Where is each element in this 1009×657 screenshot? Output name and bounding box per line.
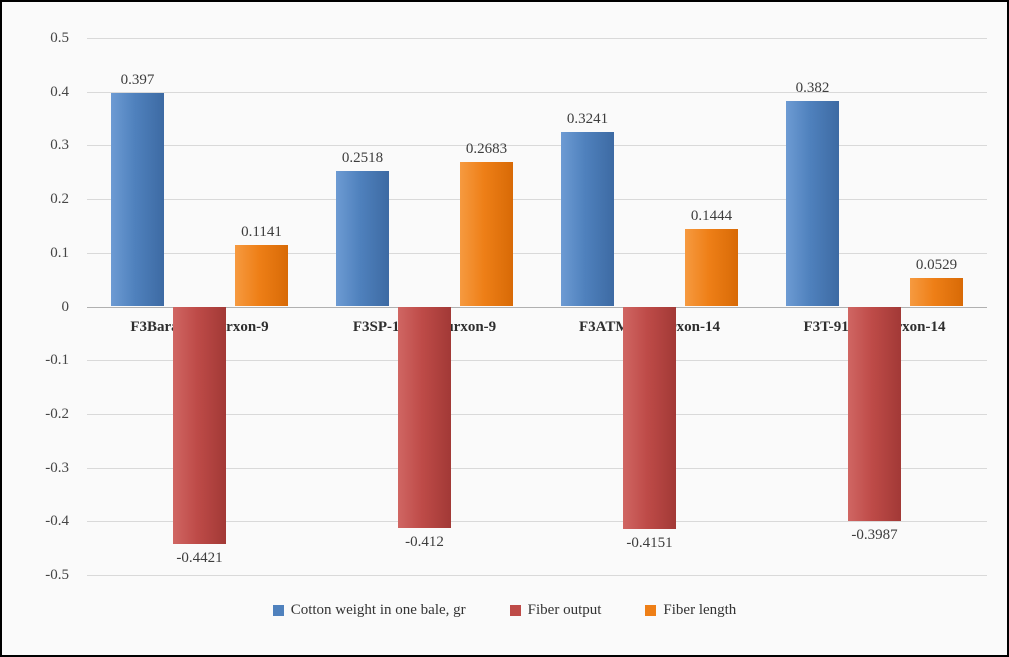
bar-series0-cat2 bbox=[561, 132, 614, 307]
y-tick-label: 0.3 bbox=[50, 137, 69, 154]
legend-item-fiber-output: Fiber output bbox=[509, 602, 602, 619]
y-tick-label: -0.4 bbox=[45, 513, 69, 530]
legend-swatch-cotton-weight bbox=[272, 605, 284, 616]
y-tick-label: -0.2 bbox=[45, 405, 69, 422]
bar-series2-cat1 bbox=[460, 162, 513, 307]
legend-swatch-fiber-output bbox=[509, 605, 521, 616]
gridline bbox=[87, 252, 987, 254]
legend-label-fiber-output: Fiber output bbox=[527, 602, 602, 618]
bar-series0-cat1 bbox=[336, 171, 389, 307]
bar-series1-cat2 bbox=[623, 306, 676, 530]
bar-series2-cat3 bbox=[910, 278, 963, 307]
y-tick-label: -0.5 bbox=[45, 567, 69, 583]
bar-series1-cat0 bbox=[173, 306, 226, 544]
gridline bbox=[87, 467, 987, 469]
gridline bbox=[87, 360, 987, 362]
bar-series2-cat2 bbox=[685, 228, 738, 307]
y-tick-label: 0.5 bbox=[50, 30, 69, 46]
gridline bbox=[87, 413, 987, 415]
bar-series1-cat3 bbox=[848, 306, 901, 521]
data-label: -0.4421 bbox=[176, 549, 223, 566]
data-label: 0.3241 bbox=[566, 111, 609, 128]
legend-item-fiber-length: Fiber length bbox=[645, 602, 736, 619]
data-label: 0.382 bbox=[795, 80, 830, 97]
gridline bbox=[87, 521, 987, 523]
legend-item-cotton-weight: Cotton weight in one bale, gr bbox=[272, 602, 466, 619]
data-label: 0.397 bbox=[120, 72, 155, 89]
data-label: -0.412 bbox=[405, 533, 444, 550]
y-tick-label: -0.3 bbox=[45, 459, 69, 476]
bar-series0-cat0 bbox=[111, 93, 164, 307]
legend-label-cotton-weight: Cotton weight in one bale, gr bbox=[290, 602, 466, 618]
legend-label-fiber-length: Fiber length bbox=[663, 602, 737, 618]
gridline bbox=[87, 575, 987, 576]
y-tick-label: 0.2 bbox=[50, 191, 69, 208]
gridline bbox=[87, 91, 987, 93]
legend: Cotton weight in one bale, gr Fiber outp… bbox=[2, 602, 1007, 619]
data-label: -0.4151 bbox=[626, 535, 673, 552]
x-axis-line bbox=[87, 306, 987, 308]
y-tick-label: 0 bbox=[61, 298, 70, 315]
gridline bbox=[87, 199, 987, 201]
data-label: 0.2683 bbox=[465, 141, 508, 158]
gridline bbox=[87, 38, 987, 39]
legend-swatch-fiber-length bbox=[645, 605, 657, 616]
bar-series1-cat1 bbox=[398, 306, 451, 528]
y-tick-label: 0.4 bbox=[50, 83, 69, 100]
gridline bbox=[87, 145, 987, 147]
data-label: 0.2518 bbox=[341, 150, 384, 167]
data-label: 0.1141 bbox=[241, 224, 282, 241]
y-tick-label: -0.1 bbox=[45, 352, 69, 369]
data-label: 0.0529 bbox=[915, 257, 958, 274]
bar-series2-cat0 bbox=[235, 245, 288, 307]
data-label: -0.3987 bbox=[851, 526, 898, 543]
data-label: 0.1444 bbox=[690, 207, 733, 224]
y-tick-label: 0.1 bbox=[50, 244, 69, 261]
bar-series0-cat3 bbox=[786, 101, 839, 307]
